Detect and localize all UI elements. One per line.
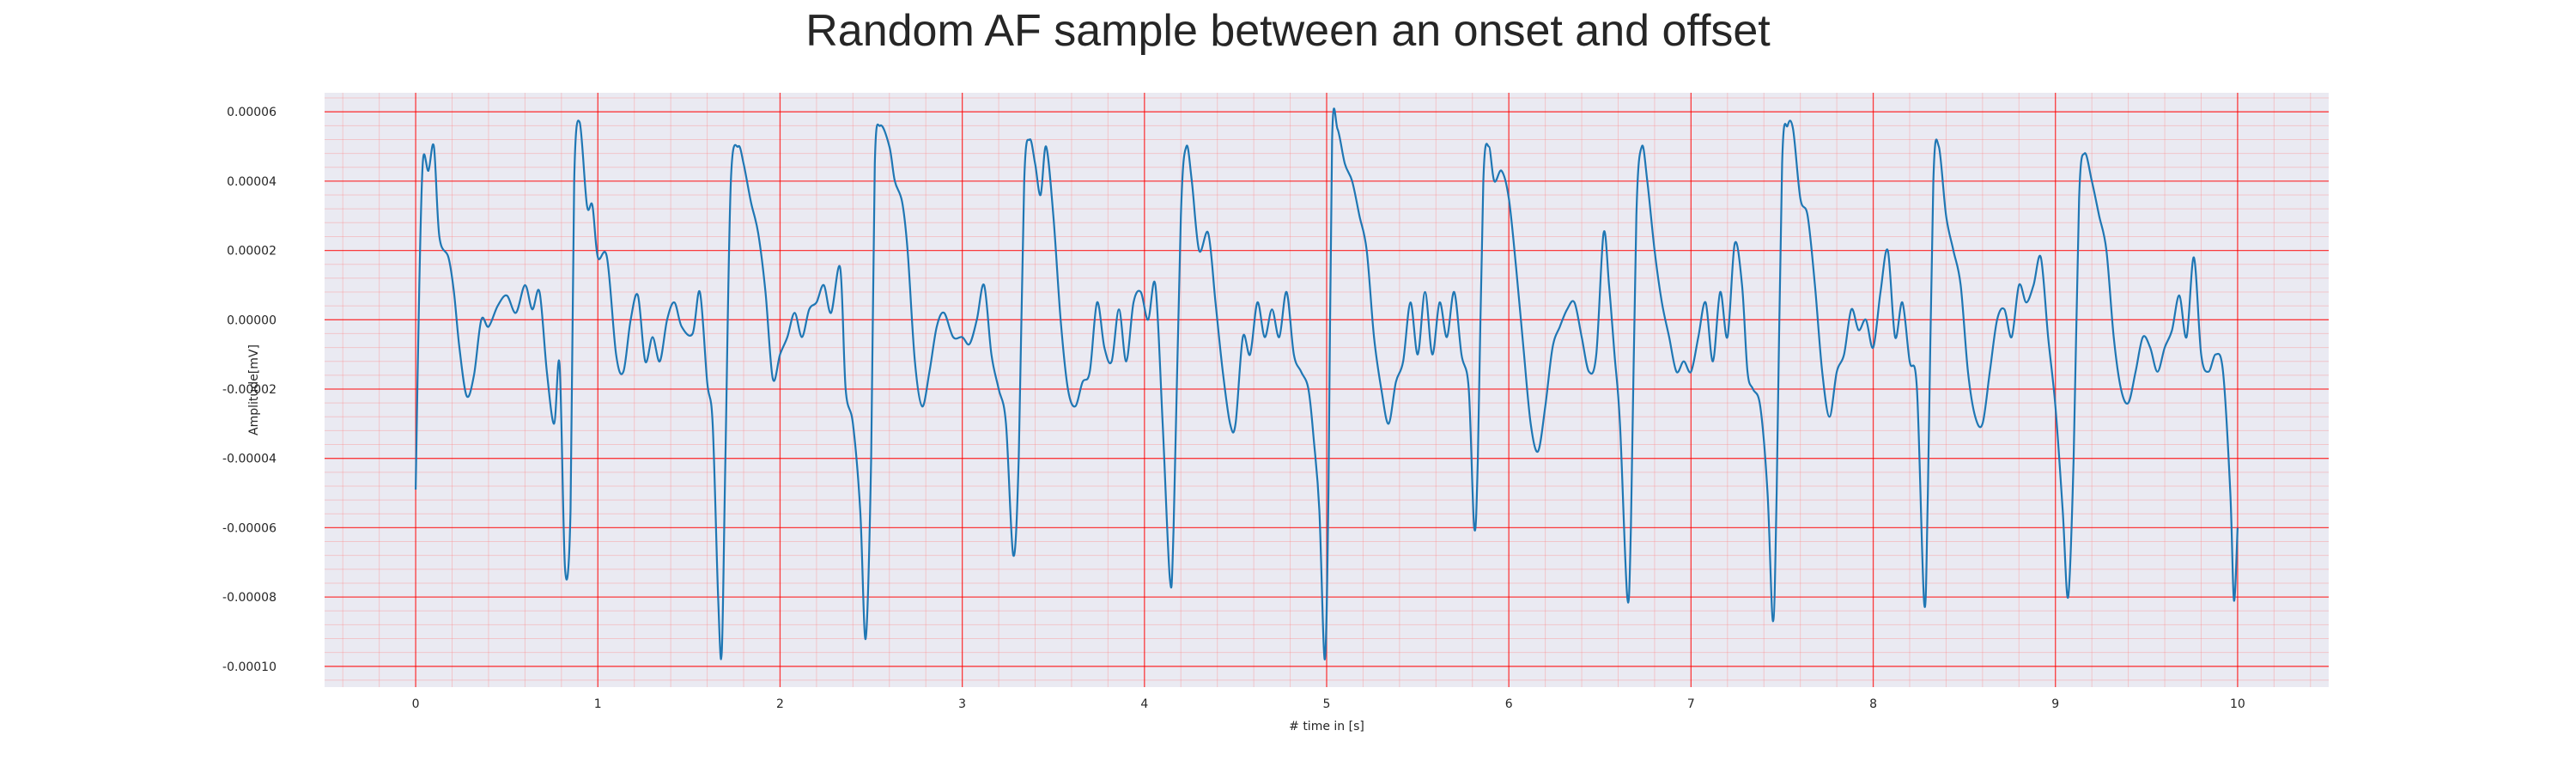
x-tick-label: 1 (594, 697, 602, 711)
y-tick-label: 0.00004 (227, 175, 276, 189)
x-tick-label: 0 (412, 697, 420, 711)
series-group (414, 107, 2239, 660)
x-axis-label: # time in [s] (1289, 720, 1364, 733)
y-tick-label: -0.00004 (222, 453, 276, 466)
chart-title: Random AF sample between an onset and of… (805, 6, 1771, 56)
y-tick-label: -0.00008 (222, 591, 276, 605)
x-tick-label: 4 (1140, 697, 1148, 711)
x-tick-label: 7 (1687, 697, 1695, 711)
series-line-0 (414, 107, 2239, 660)
x-tick-label: 5 (1323, 697, 1331, 711)
major-grid (325, 93, 2329, 687)
x-tick-label: 3 (958, 697, 966, 711)
x-tick-labels: 0 1 2 3 4 5 6 7 8 9 10 (412, 697, 2245, 711)
y-tick-label: 0.00000 (227, 313, 276, 327)
y-axis-label: Amplitude[mV] (247, 344, 261, 435)
x-tick-label: 6 (1505, 697, 1513, 711)
y-tick-label: 0.00006 (227, 106, 276, 119)
y-tick-labels: 0.00006 0.00004 0.00002 0.00000 -0.00002 -0.0… (222, 106, 276, 674)
y-tick-label: -0.00006 (222, 521, 276, 535)
y-tick-label: -0.00010 (222, 660, 276, 674)
x-tick-label: 8 (1869, 697, 1877, 711)
y-tick-label: -0.00002 (222, 383, 276, 397)
x-tick-label: 9 (2051, 697, 2059, 711)
x-tick-label: 10 (2230, 697, 2245, 711)
y-tick-label: 0.00002 (227, 245, 276, 259)
x-tick-label: 2 (776, 697, 784, 711)
